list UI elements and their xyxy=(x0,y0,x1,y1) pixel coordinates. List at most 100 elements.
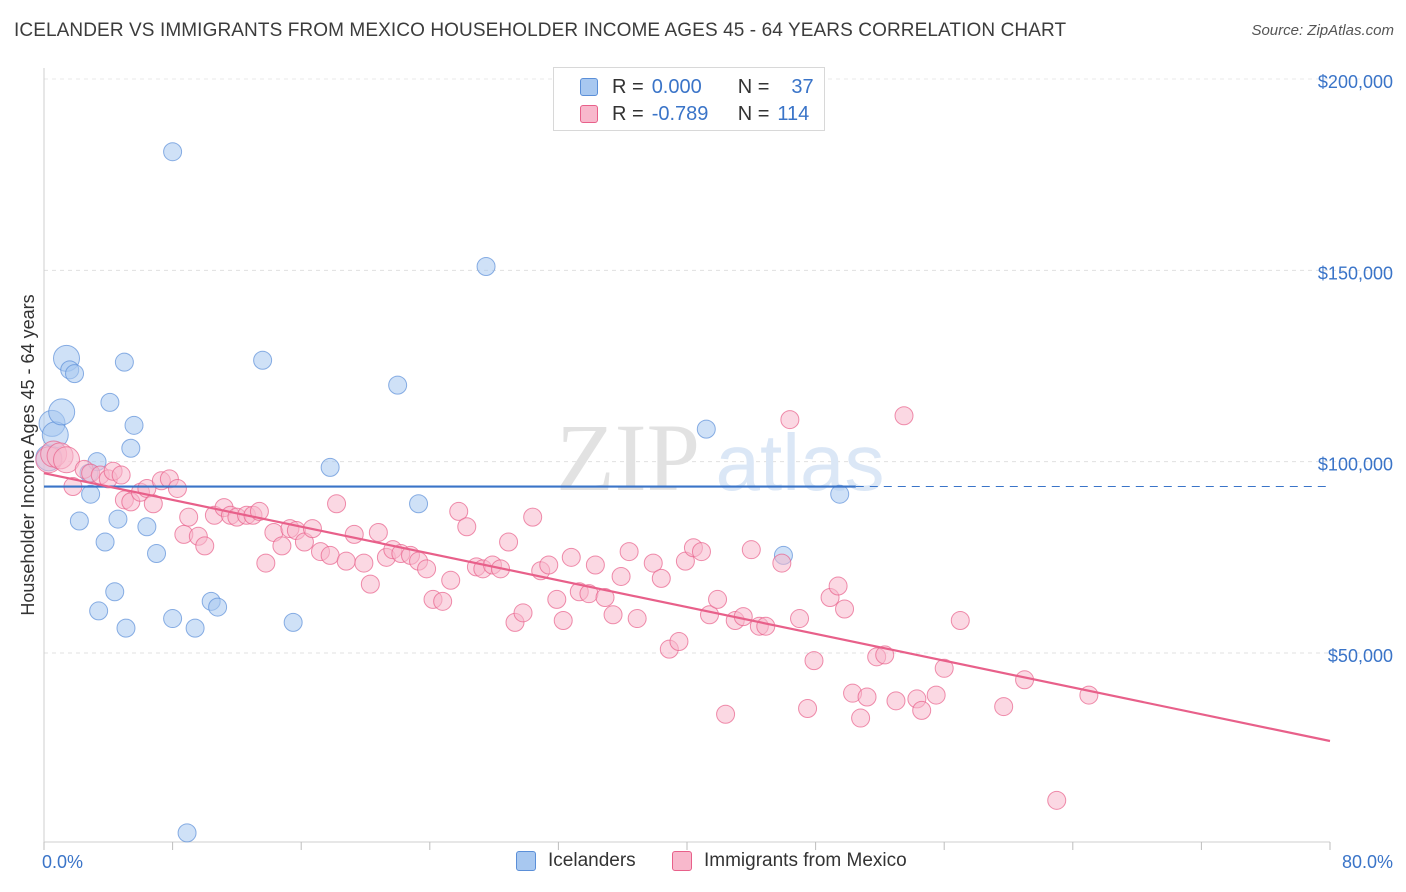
point-mexico xyxy=(780,410,800,430)
y-tick-label: $150,000 xyxy=(1318,263,1393,283)
x-tick-label: 80.0% xyxy=(1342,852,1393,872)
point-mexico xyxy=(926,685,946,705)
point-mexico xyxy=(1047,790,1067,810)
point-icelanders xyxy=(100,392,120,412)
chart-title: ICELANDER VS IMMIGRANTS FROM MEXICO HOUS… xyxy=(14,20,1067,41)
series-swatch-icelanders xyxy=(516,851,536,871)
watermark-atlas: atlas xyxy=(716,418,885,507)
point-mexico xyxy=(627,609,647,629)
y-tick-label: $200,000 xyxy=(1318,72,1393,92)
series-legend: Icelanders Immigrants from Mexico xyxy=(0,850,1406,880)
point-mexico xyxy=(894,406,914,426)
series-label-mexico: Immigrants from Mexico xyxy=(704,850,907,871)
point-icelanders xyxy=(121,438,141,458)
correlation-legend: R = 0.000 N = 37 R = -0.789 N = 114 xyxy=(553,67,825,131)
x-tick-label: 0.0% xyxy=(42,852,83,872)
point-icelanders xyxy=(116,618,136,638)
point-icelanders xyxy=(81,484,101,504)
legend-r-label: R = xyxy=(612,75,644,98)
point-icelanders xyxy=(69,511,89,531)
point-icelanders xyxy=(409,494,429,514)
point-mexico xyxy=(595,588,615,608)
trend-lines xyxy=(43,472,1331,743)
point-icelanders xyxy=(108,509,128,529)
legend-n-label: N = xyxy=(737,102,770,125)
point-icelanders xyxy=(114,352,134,372)
chart-source: Source: ZipAtlas.com xyxy=(1251,22,1394,39)
point-icelanders xyxy=(476,257,496,277)
point-mexico xyxy=(994,697,1014,717)
point-mexico xyxy=(611,566,631,586)
legend-n-label: N = xyxy=(737,75,770,98)
point-mexico xyxy=(167,478,187,498)
point-mexico xyxy=(344,524,364,544)
legend-n-value: 114 xyxy=(777,102,810,125)
series-legend-icelanders: Icelanders xyxy=(516,850,636,872)
point-mexico xyxy=(643,553,663,573)
point-icelanders xyxy=(163,142,183,162)
point-mexico xyxy=(741,540,761,560)
point-mexico xyxy=(912,700,932,720)
legend-n-value: 37 xyxy=(791,75,814,98)
point-icelanders xyxy=(253,350,273,370)
point-mexico xyxy=(756,616,776,636)
point-mexico xyxy=(449,501,469,521)
point-icelanders xyxy=(48,398,76,426)
point-icelanders xyxy=(696,419,716,439)
series-swatch-mexico xyxy=(672,851,692,871)
series-label-icelanders: Icelanders xyxy=(548,850,636,871)
point-mexico xyxy=(368,522,388,542)
point-icelanders xyxy=(105,582,125,602)
point-mexico xyxy=(256,553,276,573)
point-mexico xyxy=(354,553,374,573)
point-mexico xyxy=(651,568,671,588)
grid-lines xyxy=(44,78,1392,654)
point-mexico xyxy=(835,599,855,619)
point-icelanders xyxy=(95,532,115,552)
legend-swatch-icelanders xyxy=(580,78,598,96)
point-icelanders xyxy=(137,517,157,537)
legend-r-value: 0.000 xyxy=(651,75,702,98)
point-mexico xyxy=(619,542,639,562)
point-mexico xyxy=(179,507,199,527)
point-mexico xyxy=(857,687,877,707)
point-icelanders xyxy=(830,484,850,504)
point-mexico xyxy=(272,536,292,556)
point-mexico xyxy=(585,555,605,575)
point-mexico xyxy=(327,494,347,514)
point-mexico xyxy=(433,591,453,611)
point-mexico xyxy=(603,605,623,625)
point-mexico xyxy=(716,704,736,724)
point-mexico xyxy=(561,547,581,567)
y-tick-label: $100,000 xyxy=(1318,455,1393,475)
point-mexico xyxy=(875,645,895,665)
series-legend-mexico: Immigrants from Mexico xyxy=(672,850,907,872)
point-icelanders xyxy=(320,457,340,477)
point-mexico xyxy=(669,632,689,652)
point-mexico xyxy=(111,465,131,485)
point-mexico xyxy=(417,559,437,579)
legend-swatch-mexico xyxy=(580,105,598,123)
point-mexico xyxy=(804,651,824,671)
point-mexico xyxy=(708,589,728,609)
point-mexico xyxy=(691,542,711,562)
point-mexico xyxy=(886,691,906,711)
point-mexico xyxy=(851,708,871,728)
point-icelanders xyxy=(177,823,197,843)
point-mexico xyxy=(320,545,340,565)
point-icelanders xyxy=(124,415,144,435)
point-icelanders xyxy=(89,601,109,621)
y-axis-title: Householder Income Ages 45 - 64 years xyxy=(18,294,38,615)
legend-row-icelanders: R = 0.000 N = 37 xyxy=(554,74,814,100)
point-mexico xyxy=(360,574,380,594)
point-mexico xyxy=(143,494,163,514)
point-mexico xyxy=(336,551,356,571)
point-icelanders xyxy=(163,609,183,629)
point-mexico xyxy=(950,610,970,630)
point-mexico xyxy=(790,609,810,629)
point-icelanders xyxy=(147,544,167,564)
point-mexico xyxy=(499,532,519,552)
point-icelanders xyxy=(65,364,85,384)
point-mexico xyxy=(547,589,567,609)
